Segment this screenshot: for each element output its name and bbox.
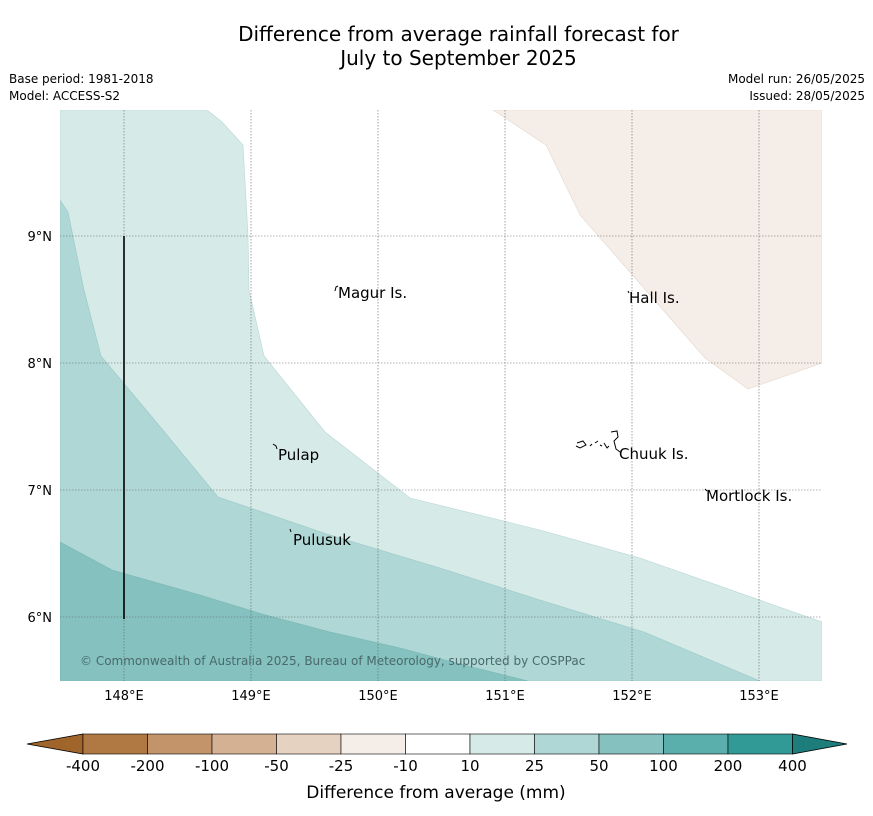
model-text: Model: ACCESS-S2 xyxy=(9,89,121,103)
colorbar-segment xyxy=(147,733,213,755)
colorbar-tick-label: 25 xyxy=(525,757,544,775)
lon-tick-153: 153°E xyxy=(739,689,779,704)
copyright-text: © Commonwealth of Australia 2025, Bureau… xyxy=(80,654,585,668)
colorbar: -400 -200 -100 -50 -25 -10 10 25 50 100 200 400 xyxy=(26,733,848,775)
model-run-text: Model run: 26/05/2025 xyxy=(727,72,865,86)
lon-tick-148: 148°E xyxy=(104,689,144,704)
colorbar-segment xyxy=(534,733,600,755)
colorbar-tick-label: -100 xyxy=(195,757,229,775)
mortlock-island-icon xyxy=(704,488,708,492)
lat-tick-labels: 9°N 8°N 7°N 6°N xyxy=(28,230,53,626)
colorbar-extend-high xyxy=(792,733,848,755)
contour-25-50 xyxy=(60,199,761,681)
colorbar-tick-label: 50 xyxy=(589,757,608,775)
lat-tick-9n: 9°N xyxy=(28,230,53,245)
island-shapes xyxy=(272,285,708,533)
place-label-hall: Hall Is. xyxy=(629,289,680,307)
colorbar-segment xyxy=(598,733,664,755)
colorbar-segment xyxy=(276,733,342,755)
issued-text: Issued: 28/05/2025 xyxy=(749,89,865,103)
colorbar-title: Difference from average (mm) xyxy=(306,783,565,803)
colorbar-tick-label: 400 xyxy=(778,757,807,775)
colorbar-tick-label: -400 xyxy=(66,757,100,775)
lat-tick-7n: 7°N xyxy=(28,484,53,499)
base-period-text: Base period: 1981-2018 xyxy=(9,72,154,86)
colorbar-segment xyxy=(211,733,277,755)
info-left: Base period: 1981-2018 Model: ACCESS-S2 xyxy=(9,71,154,105)
colorbar-segment xyxy=(663,733,729,755)
colorbar-tick-label: 200 xyxy=(714,757,743,775)
colorbar-tick-label: -10 xyxy=(393,757,418,775)
lon-tick-150: 150°E xyxy=(358,689,398,704)
place-labels: Magur Is. Hall Is. Pulap Chuuk Is. Mortl… xyxy=(278,284,792,549)
graticule xyxy=(60,110,822,681)
title-line-1: Difference from average rainfall forecas… xyxy=(238,22,679,46)
colorbar-tick-label: -50 xyxy=(264,757,289,775)
magur-island-icon xyxy=(334,285,339,292)
map-area: Magur Is. Hall Is. Pulap Chuuk Is. Mortl… xyxy=(60,110,822,681)
colorbar-segment xyxy=(340,733,406,755)
colorbar-segment xyxy=(727,733,793,755)
map-title: Difference from average rainfall forecas… xyxy=(0,22,873,70)
contour-50-100 xyxy=(60,541,529,681)
lat-tick-6n: 6°N xyxy=(28,611,53,626)
place-label-chuuk: Chuuk Is. xyxy=(619,445,688,463)
colorbar-segment xyxy=(405,733,471,755)
place-label-magur: Magur Is. xyxy=(338,284,407,302)
lon-tick-151: 151°E xyxy=(485,689,525,704)
contour-neg10-neg25 xyxy=(492,110,822,390)
place-label-pulusuk: Pulusuk xyxy=(293,531,351,549)
colorbar-segment xyxy=(469,733,535,755)
place-label-pulap: Pulap xyxy=(278,446,319,464)
info-right: Model run: 26/05/2025 Issued: 28/05/2025 xyxy=(728,71,865,105)
colorbar-tick-label: -200 xyxy=(130,757,164,775)
colorbar-extend-low xyxy=(26,733,84,755)
colorbar-segment xyxy=(82,733,148,755)
title-line-2: July to September 2025 xyxy=(340,46,577,70)
pulap-island-icon xyxy=(272,443,278,450)
pulusuk-island-icon xyxy=(289,528,292,533)
colorbar-tick-label: 100 xyxy=(649,757,678,775)
hall-island-icon xyxy=(627,290,630,294)
lon-tick-152: 152°E xyxy=(612,689,652,704)
colorbar-tick-label: -25 xyxy=(329,757,354,775)
lon-tick-149: 149°E xyxy=(231,689,271,704)
lon-tick-labels: 148°E 149°E 150°E 151°E 152°E 153°E xyxy=(104,689,779,704)
place-label-mortlock: Mortlock Is. xyxy=(706,487,792,505)
lat-tick-8n: 8°N xyxy=(28,357,53,372)
colorbar-tick-label: 10 xyxy=(460,757,479,775)
chuuk-island-icon xyxy=(575,430,621,453)
